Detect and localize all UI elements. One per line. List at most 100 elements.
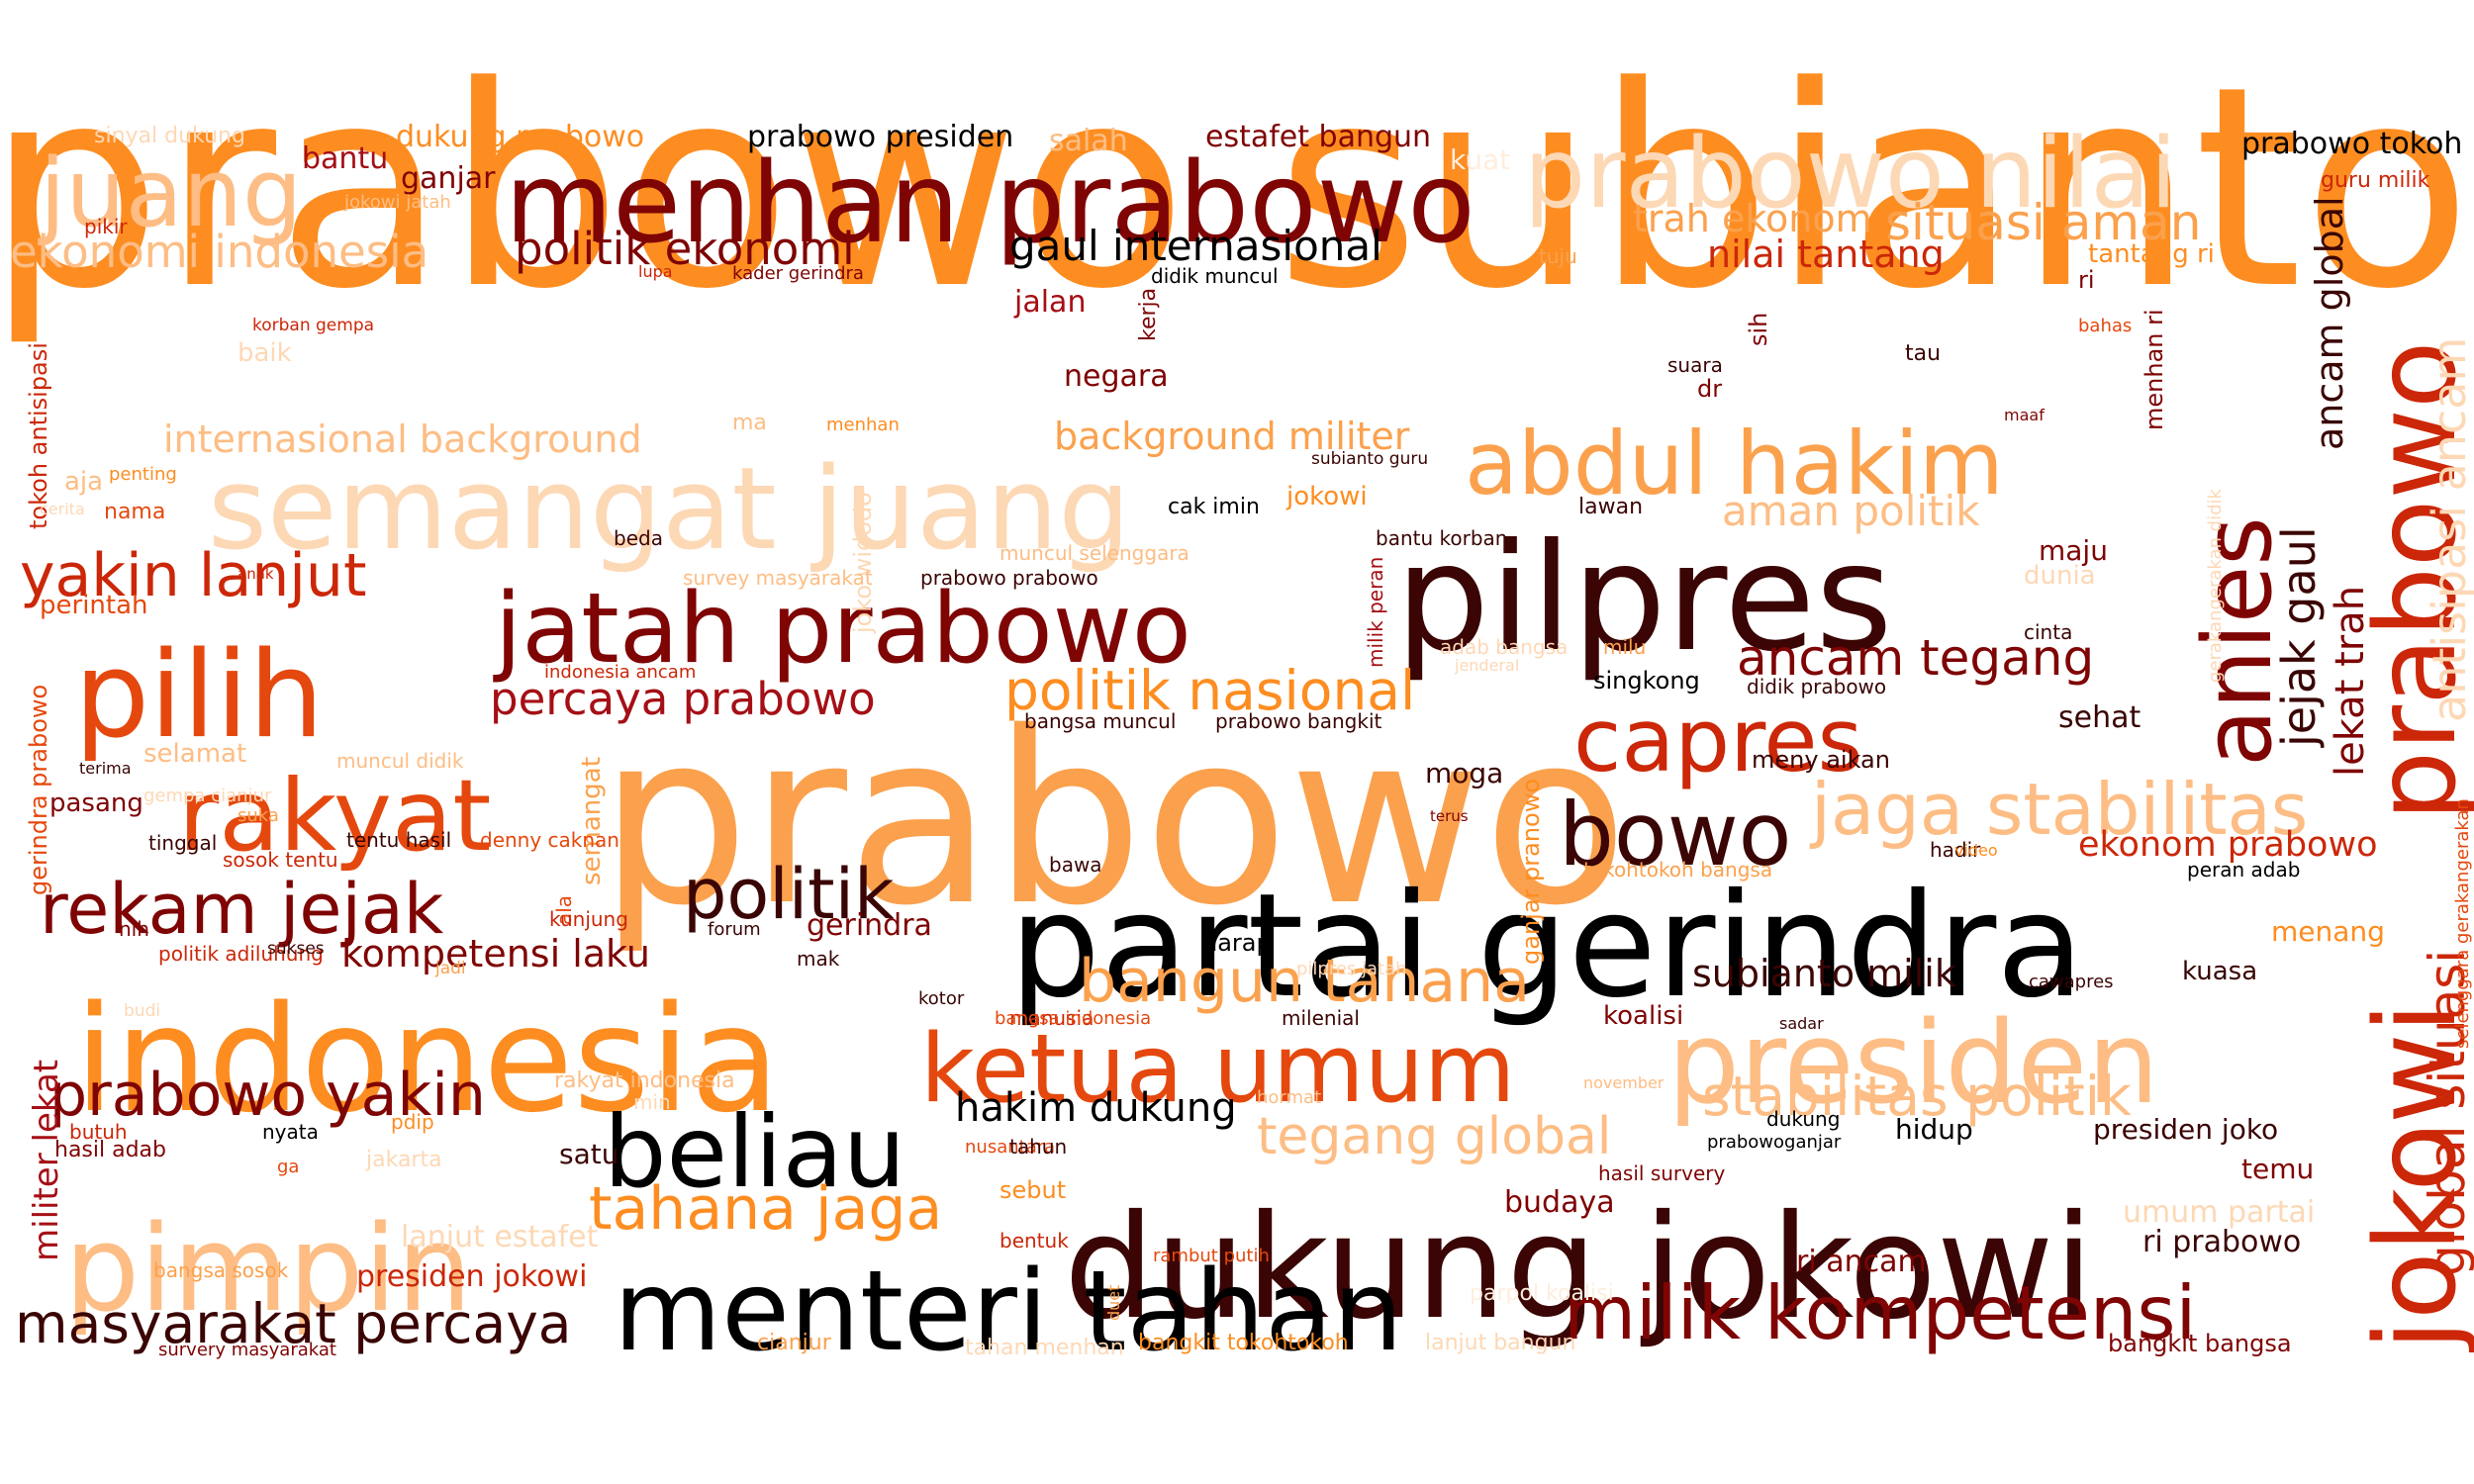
word: umum partai [2123, 1195, 2316, 1230]
word: ekonomi indonesia [10, 226, 429, 278]
word: pdip [391, 1110, 434, 1134]
word: prabowo subianto [0, 28, 2472, 350]
word: abdul hakim [1465, 412, 2004, 514]
word: jaga stabilitas [1811, 768, 2309, 852]
word: politik nasional [1004, 659, 1416, 722]
word: cak imin [1168, 495, 1260, 520]
word: pasang [49, 788, 143, 819]
word: menhan [826, 414, 900, 435]
word: trah ekonom [1633, 196, 1872, 240]
word: selenggara gerakangerakan [2452, 798, 2473, 1049]
word: tahana jaga [589, 1174, 943, 1244]
word: november [1583, 1073, 1665, 1093]
word: tantang ri [2088, 239, 2215, 270]
word: bangsa indonesia [995, 1007, 1152, 1029]
word: terima [79, 759, 132, 779]
word: sinyal dukung [94, 124, 245, 149]
word: peran adab [2187, 858, 2301, 881]
word: muncul selenggara [999, 541, 1189, 565]
word: penting [109, 463, 177, 485]
word: jokowi jatah [344, 191, 451, 213]
word: presiden jokowi [356, 1259, 588, 1294]
word: terus [1430, 807, 1469, 825]
word: prabowo nilai [1524, 117, 2177, 231]
word: suara [1667, 353, 1723, 377]
word: rekam jejak [40, 869, 444, 950]
word: dr [1697, 374, 1723, 403]
word: suka [238, 804, 279, 826]
word: koalisi [1603, 1001, 1684, 1032]
word: budaya [1504, 1185, 1615, 1220]
word: estafet bangun [1205, 120, 1432, 154]
word: bangsa sosok [153, 1258, 289, 1282]
word: gerindra prabowo [25, 684, 52, 895]
word: guru milik [2321, 168, 2430, 194]
word: jakarta [366, 1148, 442, 1173]
word: manusia [1009, 1006, 1094, 1030]
word: bangkit tokohtokoh [1138, 1331, 1349, 1356]
word: dunia [2024, 561, 2096, 592]
word: tentu hasil [346, 828, 452, 852]
word: pilpres [1395, 512, 1893, 685]
word: forum [708, 918, 761, 940]
word: beliau [604, 1094, 906, 1210]
word: mak [797, 947, 840, 971]
word: menhan prabowo [505, 139, 1475, 269]
word: cinta [2024, 620, 2073, 644]
word: denny caknan [480, 828, 619, 852]
word: kuat [1450, 142, 1511, 176]
word: pimpin [64, 1201, 472, 1339]
word: maaf [2004, 406, 2045, 425]
word: ancam tegang [1737, 629, 2095, 687]
word: ri prabowo [2142, 1225, 2302, 1259]
word: beda [614, 526, 663, 550]
word: lanjut bangun [1425, 1331, 1576, 1356]
word: nyata [262, 1120, 319, 1144]
word: yakin lanjut [20, 541, 367, 610]
word: video [1954, 841, 1998, 861]
word: dukung [1766, 1107, 1841, 1131]
word: aja [64, 467, 104, 498]
word: negara [1064, 359, 1169, 394]
word: prabowoganjar [1707, 1131, 1842, 1153]
word: bowo [1559, 783, 1792, 885]
word: juang [40, 139, 303, 248]
word: prabowo tokoh [2241, 127, 2463, 161]
word: bentuk [999, 1229, 1069, 1252]
word: perintah [40, 591, 148, 621]
word: sehat [2058, 700, 2141, 735]
word: semangat juang [208, 443, 1131, 576]
word: ganjar [401, 161, 496, 196]
word: milik kompetensi [1564, 1269, 2197, 1356]
word: tahun [1009, 1135, 1068, 1159]
word: situasi aman [1885, 194, 2202, 251]
word: singkong [1593, 666, 1700, 695]
word: bantu [302, 141, 389, 176]
word: rambut putih [1153, 1245, 1270, 1266]
word: kader gerindra [732, 262, 864, 284]
word: harap [1202, 928, 1272, 957]
word: baik [238, 338, 292, 369]
word: bahas [2078, 315, 2133, 336]
word: jadi [435, 959, 466, 979]
word: bangun tahana [1079, 947, 1530, 1016]
word: duet [1104, 1284, 1123, 1321]
word: ri [2078, 265, 2095, 294]
word: sosok tentu [223, 848, 338, 872]
word: temu [2241, 1152, 2315, 1185]
word: presiden [1667, 997, 2160, 1130]
word: bantu korban [1376, 526, 1508, 550]
word: nama [104, 500, 166, 525]
word: tau [1905, 341, 1942, 367]
word: milu [1603, 635, 1647, 659]
word: tuju [1539, 244, 1577, 268]
word: hormat [1257, 1086, 1322, 1108]
word: semangat [577, 757, 607, 885]
word: hasil survery [1598, 1161, 1726, 1185]
word: meny aikan [1752, 745, 1890, 774]
word: pilih [74, 627, 325, 765]
word: satu [559, 1137, 619, 1170]
word: percaya prabowo [490, 673, 876, 725]
word: tegang global [1257, 1107, 1612, 1167]
